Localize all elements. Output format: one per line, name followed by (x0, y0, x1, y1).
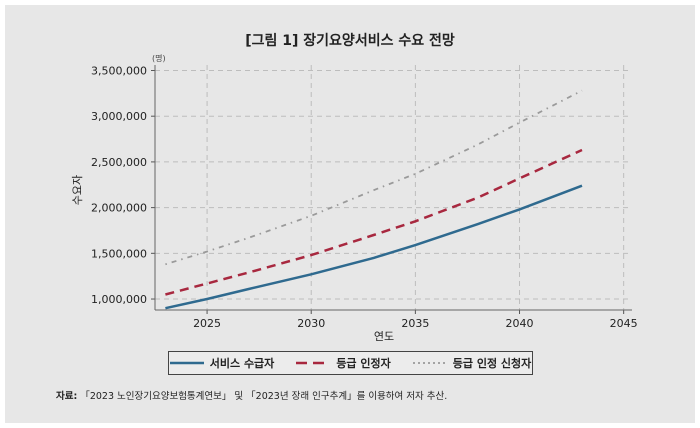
legend-item: 서비스 수급자 (169, 355, 275, 371)
x-tick-label: 2025 (193, 317, 221, 330)
x-tick-label: 2030 (297, 317, 325, 330)
y-tick-label: 3,000,000 (91, 110, 147, 123)
series-line-1 (165, 148, 583, 296)
source-label: 자료: (56, 391, 78, 402)
y-tick-label: 2,000,000 (91, 202, 147, 215)
chart-title: [그림 1] 장기요양서비스 수요 전망 (245, 33, 455, 49)
y-tick-label: 2,500,000 (91, 156, 147, 169)
y-tick-label: 3,500,000 (91, 64, 147, 77)
legend-swatch (169, 361, 204, 365)
x-tick-label: 2045 (610, 317, 638, 330)
y-unit: (명) (152, 54, 166, 63)
legend-item: 등급 인정 신청자 (412, 355, 532, 371)
legend-label: 등급 인정 신청자 (452, 357, 532, 370)
legend: 서비스 수급자 등급 인정자 등급 인정 신청자 (168, 351, 533, 375)
series-line-0 (165, 184, 583, 310)
source-note: 자료: 「2023 노인장기요양보험통계연보」 및 「2023년 장래 인구추계… (56, 388, 447, 402)
series-line-2 (165, 89, 583, 266)
legend-item: 등급 인정자 (296, 355, 391, 371)
x-tick-label: 2035 (401, 317, 429, 330)
y-tick-label: 1,500,000 (91, 247, 147, 260)
x-tick-label: 2040 (506, 317, 534, 330)
legend-label: 등급 인정자 (336, 357, 391, 370)
legend-swatch (296, 361, 331, 365)
x-axis-label: 연도 (373, 330, 395, 343)
legend-label: 서비스 수급자 (209, 357, 275, 370)
source-text: 「2023 노인장기요양보험통계연보」 및 「2023년 장래 인구추계」를 이… (80, 391, 448, 402)
y-tick-label: 1,000,000 (91, 293, 147, 306)
legend-swatch (412, 362, 447, 364)
